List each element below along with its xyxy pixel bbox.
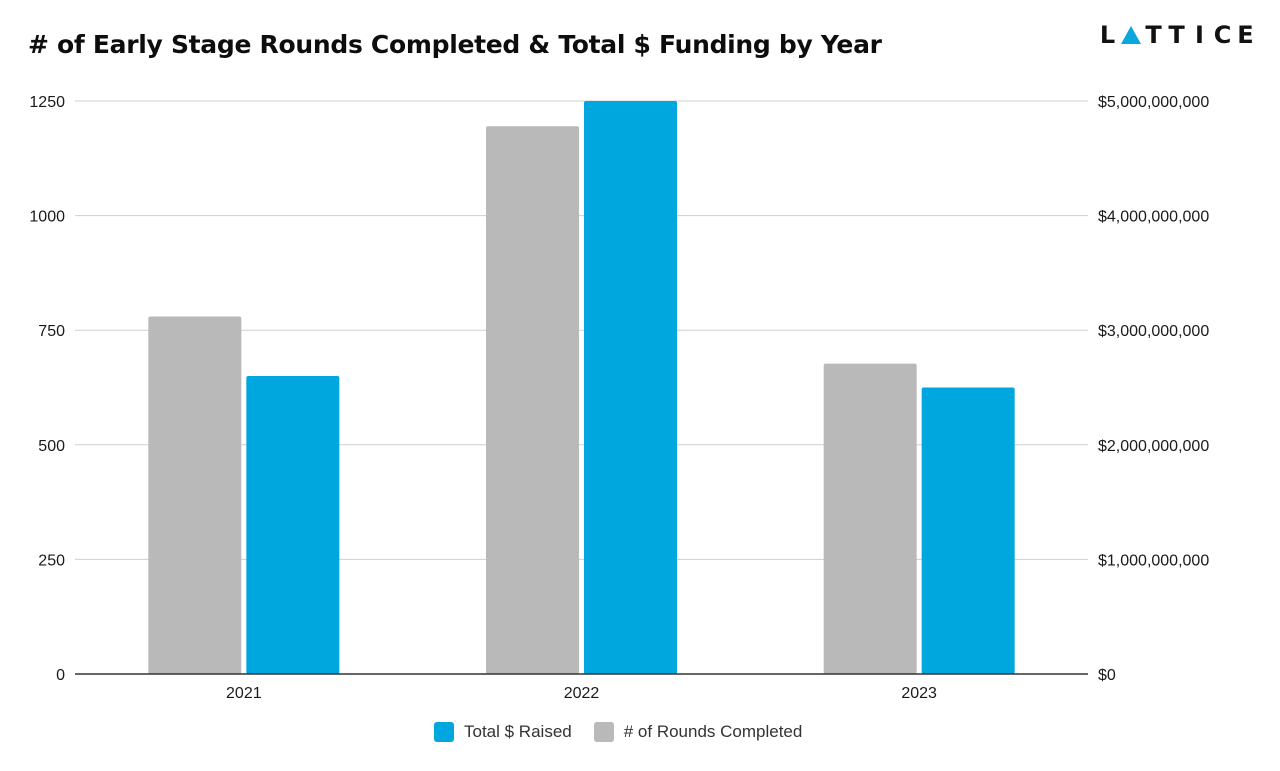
legend-swatch [434, 722, 454, 742]
y-left-tick-label: 0 [56, 667, 65, 684]
bar [246, 376, 340, 674]
y-right-tick-label: $2,000,000,000 [1098, 438, 1209, 455]
bar [148, 316, 242, 674]
chart-legend: Total $ Raised # of Rounds Completed [434, 722, 824, 742]
legend-item: Total $ Raised [434, 722, 572, 742]
legend-label: # of Rounds Completed [623, 722, 803, 741]
legend-item: # of Rounds Completed [593, 722, 803, 742]
y-left-tick-label: 1250 [29, 94, 65, 111]
bar [584, 101, 677, 674]
y-left-tick-label: 250 [38, 552, 65, 569]
legend-swatch [593, 722, 614, 742]
bar [486, 126, 579, 675]
x-tick-label: 2021 [226, 685, 262, 702]
y-right-tick-label: $1,000,000,000 [1098, 552, 1209, 569]
x-tick-label: 2023 [901, 685, 937, 702]
y-left-tick-label: 500 [38, 438, 65, 455]
y-right-tick-label: $0 [1098, 667, 1116, 684]
y-left-tick-label: 750 [38, 323, 65, 340]
y-right-tick-label: $4,000,000,000 [1098, 209, 1209, 226]
legend-label: Total $ Raised [464, 722, 572, 741]
triangle-icon [1119, 20, 1142, 50]
y-right-tick-label: $3,000,000,000 [1098, 323, 1209, 340]
bar [921, 387, 1015, 674]
chart-title: # of Early Stage Rounds Completed & Tota… [28, 30, 882, 59]
bar [823, 363, 917, 674]
x-tick-label: 2022 [564, 685, 600, 702]
y-left-tick-label: 1000 [29, 209, 65, 226]
y-right-tick-label: $5,000,000,000 [1098, 94, 1209, 111]
